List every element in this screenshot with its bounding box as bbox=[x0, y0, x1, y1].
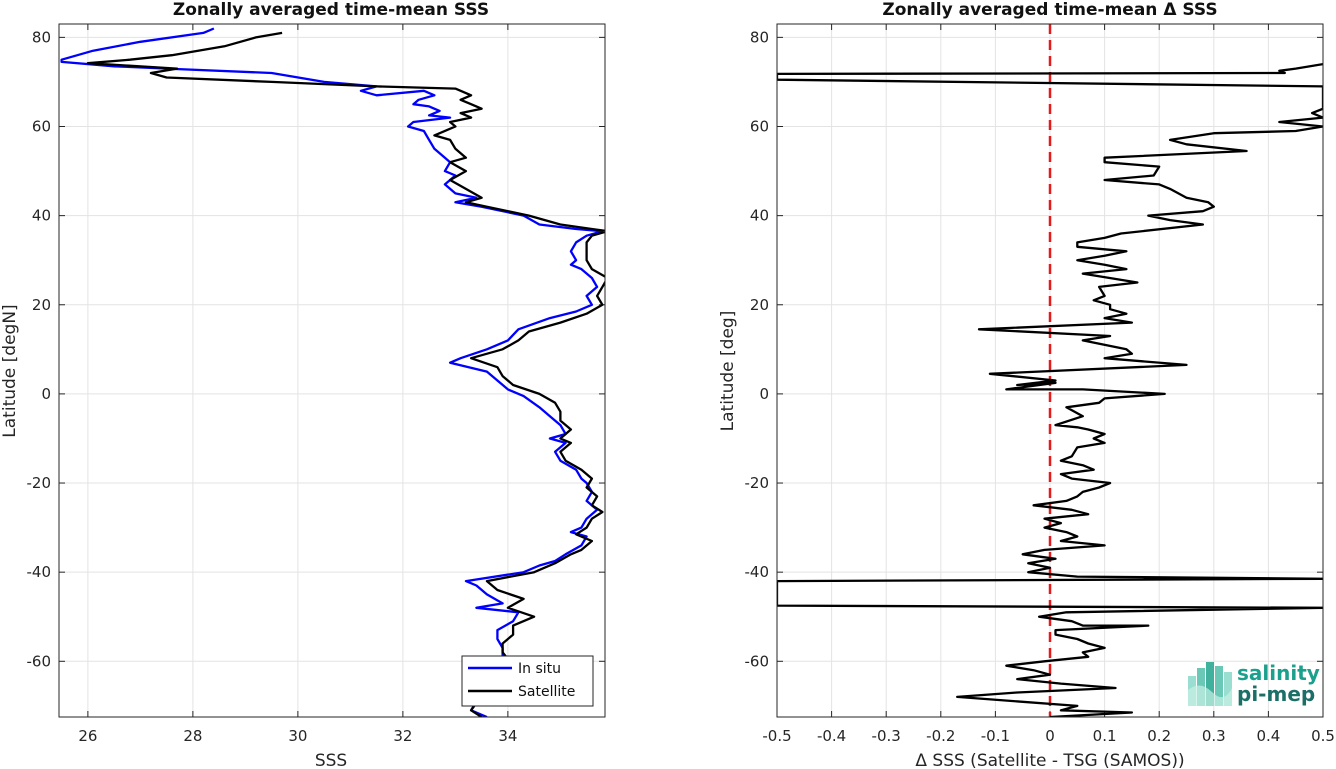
x-tick-label: 34 bbox=[498, 727, 517, 745]
series-line-in-situ bbox=[60, 27, 604, 717]
left-grid bbox=[59, 24, 605, 717]
delta-sss-line bbox=[777, 62, 1323, 717]
left-y-axis-label: Latitude [degN] bbox=[0, 304, 20, 437]
right-chart-title: Zonally averaged time-mean Δ SSS bbox=[882, 0, 1217, 20]
x-tick-label: 0.5 bbox=[1311, 727, 1335, 745]
left-tick-labels: 26 28 30 32 34 -60 -40 -20 0 20 40 60 80 bbox=[27, 28, 518, 745]
x-tick-label: 0 bbox=[1045, 727, 1055, 745]
wave-bars-icon bbox=[1188, 662, 1232, 706]
legend: In situ Satellite bbox=[461, 655, 594, 707]
y-tick-label: 60 bbox=[32, 118, 51, 136]
y-tick-label: 0 bbox=[759, 385, 769, 403]
x-tick-label: 28 bbox=[183, 727, 202, 745]
left-chart-title: Zonally averaged time-mean SSS bbox=[173, 0, 489, 20]
right-series-group bbox=[777, 62, 1323, 717]
legend-box bbox=[461, 655, 594, 707]
left-series-group bbox=[60, 27, 605, 717]
left-panel: Zonally averaged time-mean SSS 26 28 30 32 3… bbox=[0, 0, 606, 769]
x-tick-label: -0.4 bbox=[817, 727, 846, 745]
legend-label-satellite: Satellite bbox=[518, 684, 575, 700]
logo-text-pimep: pi-mep bbox=[1237, 682, 1315, 706]
y-tick-label: -20 bbox=[745, 474, 770, 492]
y-tick-label: -40 bbox=[27, 563, 52, 581]
x-tick-label: -0.5 bbox=[762, 727, 791, 745]
right-axes-box bbox=[776, 23, 1324, 718]
y-tick-label: -20 bbox=[27, 474, 52, 492]
x-tick-label: 0.4 bbox=[1256, 727, 1280, 745]
right-x-axis-label: Δ SSS (Satellite - TSG (SAMOS)) bbox=[915, 751, 1184, 769]
x-tick-label: -0.1 bbox=[981, 727, 1010, 745]
x-tick-label: 0.1 bbox=[1093, 727, 1117, 745]
legend-label-insitu: In situ bbox=[518, 661, 561, 677]
y-tick-label: 20 bbox=[32, 296, 51, 314]
y-tick-label: 20 bbox=[750, 296, 769, 314]
y-tick-label: -40 bbox=[745, 563, 770, 581]
left-axes-box bbox=[58, 23, 606, 718]
series-line-satellite bbox=[86, 31, 605, 717]
y-tick-label: -60 bbox=[27, 652, 52, 670]
x-tick-label: 30 bbox=[288, 727, 307, 745]
x-tick-label: 0.2 bbox=[1147, 727, 1171, 745]
salinity-pi-mep-logo: salinity pi-mep bbox=[1188, 661, 1320, 706]
right-y-axis-label: Latitude [deg] bbox=[718, 311, 738, 432]
y-tick-label: -60 bbox=[745, 652, 770, 670]
x-tick-label: 0.3 bbox=[1202, 727, 1226, 745]
y-tick-label: 80 bbox=[750, 28, 769, 46]
right-panel: Zonally averaged time-mean Δ SSS -0.5 -0.… bbox=[718, 0, 1335, 769]
x-tick-label: 32 bbox=[393, 727, 412, 745]
y-tick-label: 80 bbox=[32, 28, 51, 46]
x-tick-label: -0.2 bbox=[926, 727, 955, 745]
logo-text-salinity: salinity bbox=[1237, 661, 1320, 685]
x-tick-label: 26 bbox=[78, 727, 97, 745]
x-tick-label: -0.3 bbox=[872, 727, 901, 745]
y-tick-label: 40 bbox=[32, 207, 51, 225]
right-tick-labels: -0.5 -0.4 -0.3 -0.2 -0.1 0 0.1 0.2 0.3 0.4 0.5 -60 -… bbox=[745, 28, 1335, 745]
y-tick-label: 40 bbox=[750, 207, 769, 225]
y-tick-label: 0 bbox=[41, 385, 51, 403]
left-x-axis-label: SSS bbox=[315, 751, 347, 769]
y-tick-label: 60 bbox=[750, 118, 769, 136]
